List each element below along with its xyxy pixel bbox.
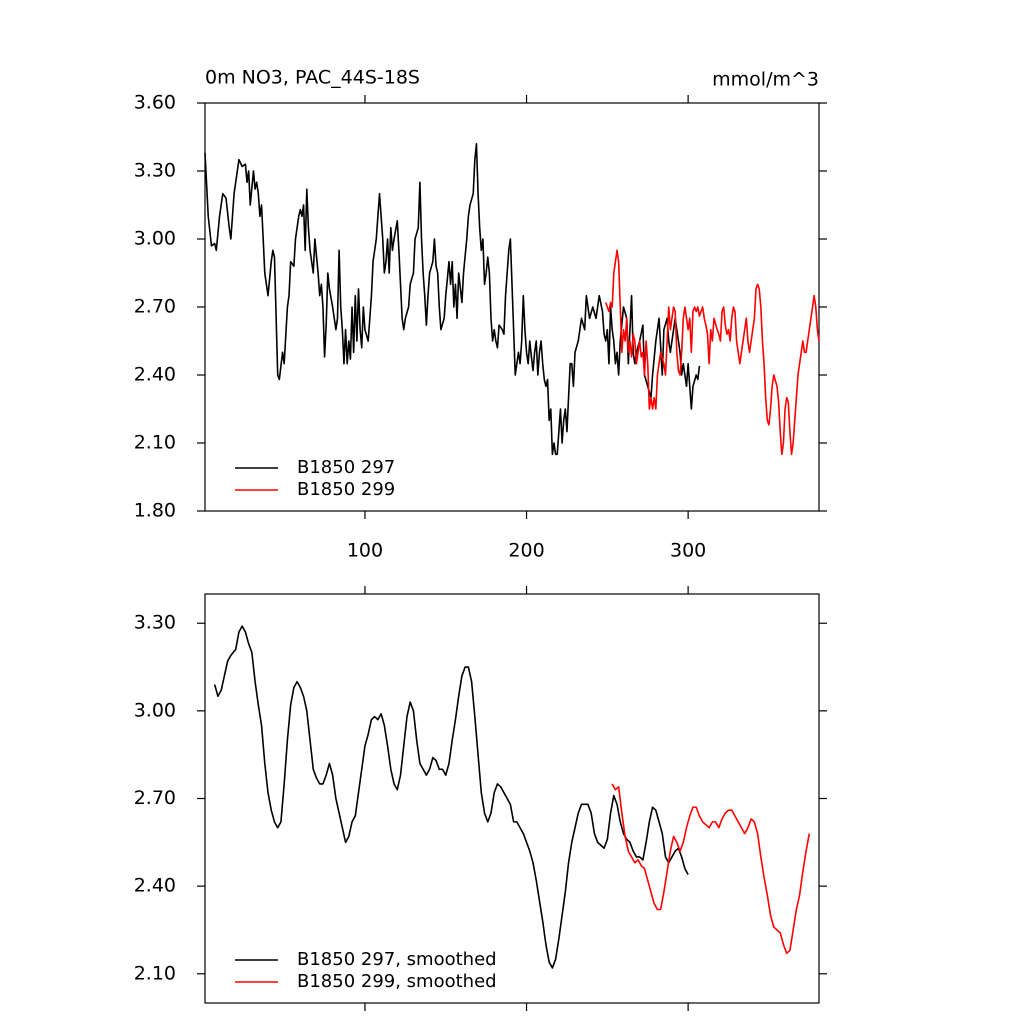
plot-frame	[204, 102, 820, 512]
data-line	[604, 249, 820, 456]
y-tick-label: 3.00	[134, 228, 176, 250]
y-tick-label: 3.00	[134, 699, 176, 721]
chart-title: 0m NO3, PAC_44S-18S	[205, 67, 420, 89]
y-tick-label: 1.80	[134, 500, 176, 522]
y-tick-label: 2.70	[134, 296, 176, 318]
legend-label: B1850 299, smoothed	[297, 971, 497, 992]
y-tick-label: 2.40	[134, 875, 176, 897]
legend-label: B1850 299	[297, 479, 395, 500]
y-tick-label: 3.60	[134, 92, 176, 114]
y-tick-label: 3.30	[134, 160, 176, 182]
y-tick-label: 2.40	[134, 364, 176, 386]
x-tick-label: 100	[347, 540, 383, 562]
data-line	[204, 143, 701, 456]
y-tick-label: 3.30	[134, 612, 176, 634]
data-line	[611, 783, 811, 955]
x-tick-label: 200	[508, 540, 544, 562]
units-label: mmol/m^3	[712, 69, 819, 91]
legend-label: B1850 297, smoothed	[297, 949, 497, 970]
y-tick-label: 2.70	[134, 787, 176, 809]
data-line	[213, 625, 689, 969]
y-tick-label: 2.10	[134, 962, 176, 984]
plot-frame	[204, 593, 820, 1004]
legend-label: B1850 297	[297, 457, 395, 478]
y-tick-label: 2.10	[134, 432, 176, 454]
x-tick-label: 300	[670, 540, 706, 562]
